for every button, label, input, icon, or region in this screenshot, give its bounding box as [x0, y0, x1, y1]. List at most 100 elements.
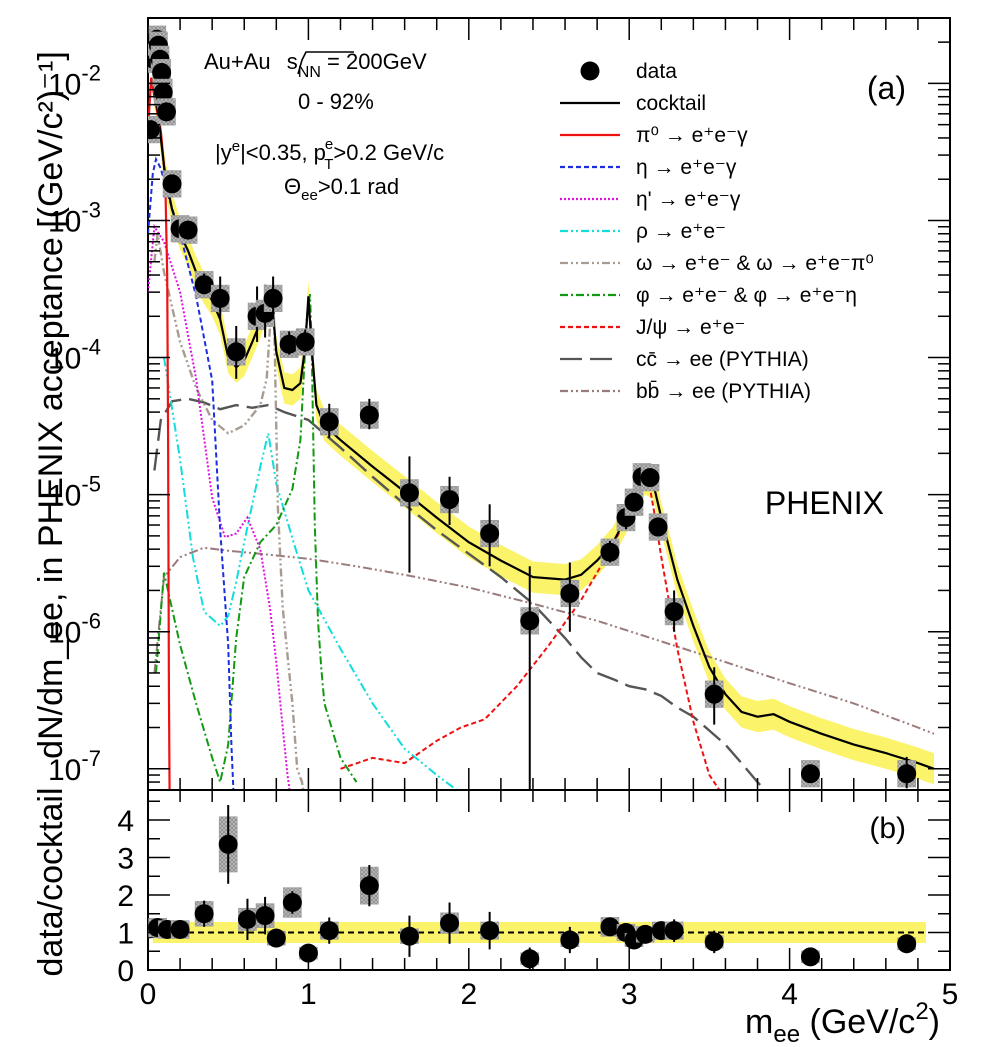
legend-entry: bb̄ → ee (PYTHIA)	[560, 380, 811, 403]
legend-label: ω → e⁺e⁻ & ω → e⁺e⁻π⁰	[636, 252, 874, 275]
x-tick-label: 3	[621, 978, 638, 1011]
angle-cut-label: Θee>0.1 rad	[284, 174, 399, 204]
legend-entry: π⁰ → e⁺e⁻γ	[560, 124, 748, 147]
y-tick-label-a: 10-3	[48, 197, 101, 238]
y-tick-label-b: 2	[117, 880, 134, 913]
x-tick-label: 4	[781, 978, 798, 1011]
data-point	[648, 513, 668, 541]
legend-label: ρ → e⁺e⁻	[636, 220, 726, 243]
data-point	[359, 398, 379, 430]
y-tick-label-b: 3	[117, 843, 134, 876]
data-point	[399, 456, 419, 573]
y-axis-title-b: data/cocktail	[32, 788, 70, 977]
data-point	[600, 538, 620, 566]
y-tick-label-a: 10-7	[48, 746, 101, 787]
data-point	[210, 276, 230, 320]
ratio-point	[255, 896, 275, 935]
ratio-point	[218, 805, 238, 884]
ratio-point	[237, 898, 257, 940]
data-point	[178, 216, 198, 244]
curve-bbbar	[153, 546, 935, 735]
x-tick-label: 1	[300, 978, 317, 1011]
experiment-label: PHENIX	[765, 485, 884, 521]
ratio-point	[399, 915, 419, 957]
data-point	[156, 98, 176, 126]
ratio-point	[266, 928, 286, 948]
curve-etap	[148, 223, 291, 790]
ratio-point	[282, 887, 302, 918]
legend-label: φ → e⁺e⁻ & φ → e⁺e⁻η	[636, 284, 857, 307]
sqrt-sign	[297, 51, 354, 75]
ratio-point	[520, 947, 540, 970]
panel-b-label: (b)	[869, 812, 906, 845]
system-label: Au+Au sNN = 200GeV	[204, 49, 427, 81]
legend-label: η → e⁺e⁻γ	[636, 156, 737, 179]
curve-jpsi	[340, 476, 721, 790]
ratio-point	[635, 924, 655, 944]
ratio-point	[319, 917, 339, 944]
legend-entry: ω → e⁺e⁻ & ω → e⁺e⁻π⁰	[560, 252, 874, 275]
ratio-point	[194, 900, 214, 927]
curve-rho	[163, 357, 459, 790]
data-point	[800, 760, 820, 788]
ratio-point	[440, 902, 460, 944]
data-point	[704, 667, 724, 725]
ratio-point	[480, 911, 500, 950]
y-tick-label-b: 4	[117, 805, 134, 838]
data-point	[263, 276, 283, 320]
data-point	[640, 464, 660, 492]
x-tick-label: 5	[942, 978, 959, 1011]
legend-entry: ρ → e⁺e⁻	[560, 220, 726, 243]
curve-omega	[153, 233, 305, 790]
centrality-label: 0 - 92%	[298, 89, 374, 114]
data-point	[162, 170, 182, 198]
legend-entry: η → e⁺e⁻γ	[560, 156, 737, 179]
y-tick-label-a: 10-4	[48, 335, 101, 376]
curve-ccbar	[153, 397, 767, 790]
legend-label: cocktail	[636, 92, 706, 115]
legend-entry: η' → e⁺e⁻γ	[560, 188, 741, 211]
legend: data cocktail π⁰ → e⁺e⁻γ η → e⁺e⁻γ η' → e⁺e⁻…	[560, 60, 874, 403]
y-tick-label-a: 10-5	[48, 472, 101, 513]
x-tick-label: 2	[460, 978, 477, 1011]
panel-a: 10-7 10-6 10-5 10-4 10-3 10-2 Au+Au sNN = 200…	[48, 17, 951, 791]
y-tick-label-a: 10-6	[48, 609, 101, 650]
panel-a-label: (a)	[867, 70, 906, 106]
panel-a-frame	[147, 17, 951, 791]
ratio-point	[897, 934, 917, 954]
x-tick-label: 0	[140, 978, 157, 1011]
ratio-point	[800, 947, 820, 967]
legend-entry: cocktail	[560, 92, 706, 115]
legend-label: π⁰ → e⁺e⁻γ	[636, 124, 748, 147]
y-tick-label-a: 10-2	[48, 60, 101, 101]
data-point	[520, 566, 540, 790]
ratio-point	[560, 926, 580, 954]
curve-phi	[155, 294, 358, 786]
legend-label: data	[636, 60, 677, 83]
legend-label: η' → e⁺e⁻γ	[636, 188, 741, 211]
legend-label: bb̄ → ee (PYTHIA)	[636, 380, 811, 403]
rapidity-cut-label: |ye|<0.35, pe T>0.2 GeV/c	[215, 136, 444, 173]
data-point	[279, 330, 299, 358]
legend-label: cc̄ → ee (PYTHIA)	[636, 348, 809, 371]
legend-entry: cc̄ → ee (PYTHIA)	[560, 348, 809, 371]
y-axis-title-a: dN/dm_ee, in PHENIX acceptance [(GeV/c²)…	[32, 51, 70, 759]
ratio-point	[359, 865, 379, 907]
legend-label: J/ψ → e⁺e⁻	[636, 316, 746, 339]
data-point	[624, 488, 644, 516]
ratio-uncertainty-band	[148, 922, 926, 943]
legend-entry: data	[580, 60, 677, 83]
y-tick-label-b: 0	[117, 955, 134, 988]
ratio-point	[704, 930, 724, 954]
data-point	[560, 562, 580, 632]
ratio-points	[148, 805, 917, 970]
data-point	[897, 756, 917, 789]
legend-entry: J/ψ → e⁺e⁻	[560, 316, 746, 339]
data-series	[148, 25, 917, 790]
data-point	[319, 403, 339, 438]
legend-entry: φ → e⁺e⁻ & φ → e⁺e⁻η	[560, 284, 857, 307]
panel-a-axes: 10-7 10-6 10-5 10-4 10-3 10-2	[48, 17, 951, 791]
